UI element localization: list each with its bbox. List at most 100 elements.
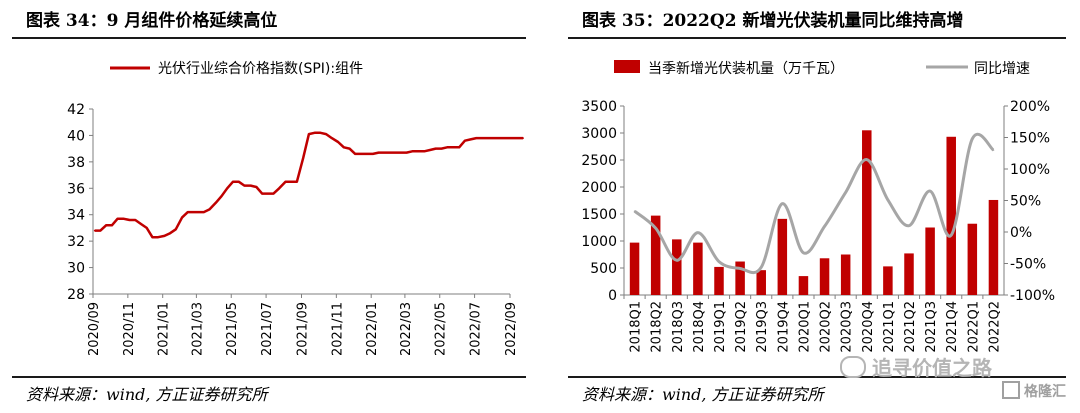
wechat-icon (840, 356, 866, 378)
spi-data-point (429, 149, 431, 151)
spi-data-point (145, 227, 148, 229)
y-tick-label: 30 (67, 261, 85, 277)
yoy-growth-point (718, 260, 720, 263)
yoy-growth-point (823, 225, 826, 228)
yoy-growth-point (697, 231, 699, 234)
x-tick-label: 2021/05 (225, 302, 240, 356)
installed-capacity-bar (693, 242, 703, 295)
left-y-tick-label: 1000 (581, 234, 617, 250)
spi-data-point (266, 192, 269, 195)
yoy-growth-point (675, 259, 678, 262)
left-y-tick-label: 2000 (581, 180, 617, 196)
x-tick-label: 2022/09 (504, 302, 519, 356)
x-tick-label: 2019Q2 (734, 301, 749, 353)
x-tick-label: 2021/09 (296, 302, 311, 356)
legend-label: 光伏行业综合价格指数(SPI):组件 (158, 61, 363, 77)
installed-capacity-bar (798, 276, 809, 295)
x-tick-label: 2018Q3 (671, 301, 686, 353)
spi-data-point (319, 131, 322, 134)
right-source-text: 资料来源：wind, 方正证券研究所 (582, 385, 824, 404)
x-tick-label: 2021Q3 (924, 301, 939, 353)
spi-data-point (434, 147, 437, 150)
logo-text: 格隆汇 (1024, 384, 1066, 400)
left-title-rule (12, 37, 526, 39)
yoy-growth-point (654, 227, 657, 230)
spi-data-point (452, 146, 454, 149)
y-tick-label: 40 (67, 128, 85, 144)
spi-data-point (226, 187, 229, 190)
x-tick-label: 2021/03 (190, 302, 205, 356)
spi-data-point (122, 217, 125, 220)
yoy-growth-point (739, 267, 741, 270)
spi-data-point (337, 141, 339, 143)
x-tick-label: 2021/01 (157, 302, 172, 356)
spi-data-point (417, 150, 419, 153)
watermark: 追寻价值之路 (840, 352, 992, 381)
spi-data-point (481, 137, 483, 139)
yoy-growth-point (802, 251, 805, 254)
installed-capacity-bar (777, 218, 788, 295)
x-tick-label: 2018Q1 (629, 301, 644, 353)
installed-capacity-bar (819, 258, 830, 295)
x-tick-label: 2022/03 (399, 302, 414, 356)
x-tick-label: 2021Q1 (882, 301, 897, 353)
right-y-tick-label: -100% (1010, 288, 1055, 304)
left-y-tick-label: 3000 (581, 126, 617, 142)
legend-line-label: 同比增速 (974, 61, 1030, 77)
spi-data-point (192, 211, 195, 213)
spi-data-point (111, 224, 113, 227)
left-y-tick-label: 1500 (581, 207, 617, 223)
spi-data-point (401, 151, 403, 154)
right-chart-panel: 图表 35：2022Q2 新增光伏装机量同比维持高增 当季新增光伏装机量（万千瓦… (556, 0, 1080, 413)
y-tick-label: 42 (67, 102, 85, 118)
x-tick-label: 2022/01 (365, 302, 380, 356)
spi-data-point (151, 236, 154, 238)
right-y-tick-label: 150% (1010, 131, 1050, 147)
spi-data-point (325, 133, 327, 135)
spi-data-point (308, 133, 310, 135)
x-tick-label: 2018Q4 (692, 301, 707, 353)
left-y-tick-label: 500 (590, 261, 617, 277)
spi-series-line (94, 131, 524, 239)
spi-data-point (116, 217, 119, 220)
installed-capacity-bar (904, 253, 914, 295)
x-tick-label: 2020Q4 (861, 301, 876, 353)
spi-data-point (296, 180, 298, 183)
spi-data-point (464, 139, 466, 142)
spi-data-point (458, 146, 460, 149)
spi-data-point (105, 224, 107, 227)
installed-capacity-bar (862, 130, 872, 295)
spi-data-point (284, 180, 287, 183)
left-chart-panel: 图表 34：9 月组件价格延续高位 光伏行业综合价格指数(SPI):组件 28 30… (12, 11, 526, 404)
spi-data-point (232, 180, 234, 183)
spi-data-point (134, 219, 137, 221)
spi-data-point (342, 146, 345, 149)
left-y-tick-label: 0 (608, 288, 617, 304)
yoy-growth-line (633, 132, 995, 275)
installed-capacity-bar (756, 270, 766, 295)
spi-data-point (128, 219, 131, 221)
spi-data-point (99, 229, 102, 232)
x-tick-label: 2022Q2 (987, 301, 1002, 353)
yoy-growth-point (844, 191, 847, 194)
spi-data-point (208, 208, 211, 211)
logo-icon (1002, 381, 1020, 399)
x-tick-label: 2021Q2 (903, 301, 918, 353)
spi-data-point (330, 137, 333, 139)
spi-data-point (411, 150, 414, 153)
yoy-growth-point (929, 190, 931, 192)
spi-data-point (348, 147, 351, 150)
spi-data-point (365, 153, 368, 155)
watermark-text: 追寻价值之路 (872, 356, 992, 380)
installed-capacity-bar (925, 227, 935, 295)
spi-data-point (181, 216, 183, 219)
left-y-tick-label: 2500 (581, 153, 617, 169)
spi-data-point (389, 151, 392, 154)
spi-data-point (278, 187, 281, 190)
x-tick-label: 2020/09 (87, 302, 102, 356)
y-tick-label: 34 (67, 208, 85, 224)
x-tick-label: 2022/05 (434, 302, 449, 356)
x-tick-label: 2018Q2 (650, 301, 665, 353)
installed-capacity-bar (840, 254, 851, 295)
right-chart-title: 图表 35：2022Q2 新增光伏装机量同比维持高增 (582, 11, 964, 31)
